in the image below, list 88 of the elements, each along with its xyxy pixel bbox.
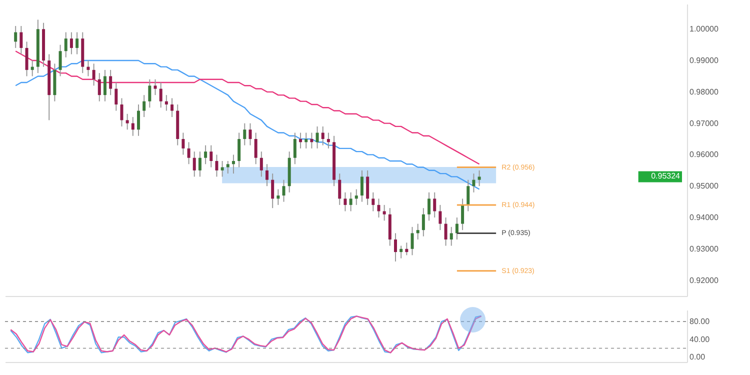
candlestick [154, 78, 157, 96]
y-tick-label: 0.93000 [690, 244, 719, 254]
candlestick [198, 151, 202, 178]
candlestick [410, 226, 414, 256]
y-tick-label: 0.00 [690, 352, 706, 362]
candlestick [220, 160, 224, 178]
candlestick [76, 32, 79, 55]
candlestick [276, 188, 280, 206]
candlestick [142, 94, 146, 118]
candlestick [478, 170, 481, 187]
y-tick-label: 80.00 [690, 317, 710, 326]
candlestick [344, 192, 347, 212]
candlestick [210, 144, 213, 168]
candlestick [400, 245, 403, 259]
candlestick [64, 32, 68, 58]
candlestick [238, 132, 241, 168]
candlestick [304, 132, 308, 149]
candlestick [282, 179, 286, 202]
y-tick-label: 0.97000 [690, 118, 719, 128]
text: 0.95324 [651, 172, 681, 181]
y-tick-label: 0.94000 [690, 213, 719, 222]
candlestick [321, 126, 324, 146]
candlestick [58, 44, 62, 77]
candlestick [70, 32, 73, 55]
candlestick [428, 192, 431, 222]
candlestick [232, 154, 235, 174]
candlestick [394, 232, 397, 262]
candlestick [416, 223, 420, 240]
candlestick [382, 204, 386, 222]
candlestick [164, 94, 168, 112]
candlestick [360, 170, 364, 202]
candlestick [170, 98, 174, 118]
y-tick-label: 0.96000 [690, 150, 719, 160]
candlestick [254, 132, 258, 165]
candlestick [310, 132, 314, 149]
candlestick [120, 98, 124, 127]
candlestick [433, 192, 436, 218]
candlestick [299, 132, 302, 149]
candlestick [293, 132, 296, 165]
candlestick [20, 25, 23, 55]
y-tick-label: 0.95000 [690, 182, 719, 191]
candlestick [109, 69, 112, 96]
candlestick [103, 69, 106, 102]
candlestick [349, 192, 352, 212]
candlestick [226, 160, 230, 174]
candlestick [438, 204, 442, 231]
candlestick [461, 198, 464, 231]
candlestick [422, 208, 425, 237]
candlestick [131, 116, 134, 136]
candlestick [366, 170, 370, 206]
candlestick [266, 164, 268, 187]
candlestick [243, 122, 246, 146]
candlestick [444, 217, 448, 246]
candlestick [455, 217, 458, 240]
candlestick [148, 78, 152, 108]
candlestick [98, 72, 101, 102]
candlestick [182, 132, 185, 156]
candlestick [472, 173, 476, 193]
y-tick-label: 0.98000 [690, 87, 719, 96]
candlestick [271, 173, 274, 209]
candlestick [126, 113, 129, 130]
candlestick [466, 179, 470, 212]
y-tick-label: 40.00 [690, 334, 710, 344]
candlestick [316, 126, 319, 149]
candlestick [260, 151, 263, 178]
y-tick-label: 1.00000 [690, 24, 719, 34]
candlestick [450, 226, 453, 246]
candlestick [372, 192, 375, 212]
y-tick-label: 0.92000 [690, 276, 719, 285]
candlestick [86, 60, 90, 77]
candlestick [192, 151, 196, 178]
candlestick [248, 122, 252, 146]
candlestick [92, 63, 96, 86]
candlestick [204, 144, 208, 165]
candlestick [14, 25, 18, 48]
candlestick [377, 198, 380, 218]
candlestick [114, 82, 118, 112]
candlestick [338, 173, 342, 206]
candlestick [215, 154, 218, 178]
candlestick [159, 82, 162, 108]
candlestick [405, 242, 408, 256]
y-tick-label: 0.99000 [690, 56, 719, 66]
candlestick [25, 41, 28, 77]
candlestick [326, 132, 330, 149]
candlestick [187, 142, 190, 165]
candlestick [137, 104, 140, 136]
candlestick [30, 60, 34, 77]
candlestick [354, 188, 358, 206]
